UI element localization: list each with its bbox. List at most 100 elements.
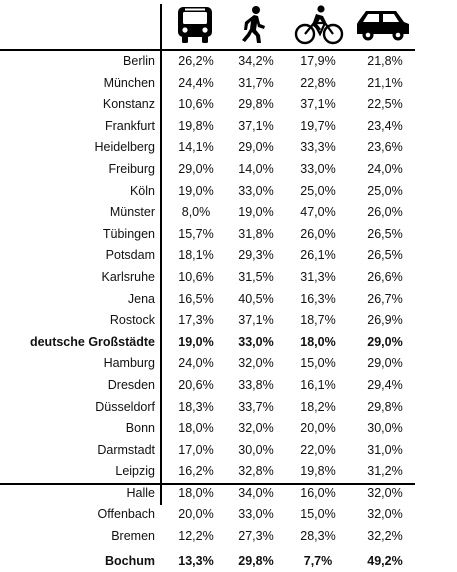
table-row: Tübingen 15,7% 31,8% 26,0% 26,5% <box>0 224 457 246</box>
bike-share: 22,0% <box>300 442 336 457</box>
table-row: Freiburg 29,0% 14,0% 33,0% 24,0% <box>0 159 457 181</box>
cyclist-icon <box>290 0 348 50</box>
table-row: Münster 8,0% 19,0% 47,0% 26,0% <box>0 202 457 224</box>
bus-share: 10,6% <box>178 269 214 284</box>
bus-share: 20,6% <box>178 377 214 392</box>
car-share: 26,0% <box>367 205 403 220</box>
city-name: Berlin <box>123 54 155 68</box>
city-name: Bremen <box>111 529 155 544</box>
walk-share: 33,0% <box>238 334 274 349</box>
bus-share: 18,1% <box>178 248 214 263</box>
walk-share: 40,5% <box>238 291 274 306</box>
walk-share: 33,0% <box>238 183 274 198</box>
city-name: Dresden <box>107 377 155 392</box>
bike-share: 47,0% <box>300 205 336 220</box>
table-row: Bonn 18,0% 32,0% 20,0% 30,0% <box>0 418 457 440</box>
walk-share: 19,0% <box>238 205 274 220</box>
car-share: 31,0% <box>367 442 403 457</box>
city-name: Bochum <box>105 553 155 568</box>
bus-share: 14,1% <box>178 140 214 155</box>
walk-share: 30,0% <box>238 442 274 457</box>
table-row: Konstanz 10,6% 29,8% 37,1% 22,5% <box>0 94 457 116</box>
car-share: 32,0% <box>367 507 403 522</box>
bus-share: 20,0% <box>178 507 214 522</box>
table-row: Bochum 13,3% 29,8% 7,7% 49,2% <box>0 551 457 572</box>
bike-share: 22,8% <box>300 75 336 90</box>
car-share: 23,4% <box>367 118 403 133</box>
walk-share: 32,8% <box>238 464 274 479</box>
car-share: 23,6% <box>367 140 403 155</box>
bus-share: 26,2% <box>178 54 214 68</box>
car-share: 26,5% <box>367 226 403 241</box>
table-row: Halle 18,0% 34,0% 16,0% 32,0% <box>0 483 457 505</box>
car-share: 22,5% <box>367 97 403 112</box>
table-row: Düsseldorf 18,3% 33,7% 18,2% 29,8% <box>0 397 457 419</box>
walk-share: 37,1% <box>238 313 274 328</box>
bus-share: 19,8% <box>178 118 214 133</box>
city-name: Karlsruhe <box>101 269 156 284</box>
walk-share: 32,0% <box>238 421 274 436</box>
city-name: Halle <box>126 485 156 500</box>
bike-share: 28,3% <box>300 529 336 544</box>
city-name: Frankfurt <box>104 118 155 133</box>
walk-share: 29,8% <box>238 97 274 112</box>
bus-share: 10,6% <box>178 97 214 112</box>
bus-share: 18,0% <box>178 421 214 436</box>
car-share: 32,0% <box>367 485 403 500</box>
bike-share: 20,0% <box>300 421 336 436</box>
city-name: deutsche Großstädte <box>29 334 155 349</box>
bike-share: 16,3% <box>300 291 336 306</box>
bike-share: 31,3% <box>300 269 336 284</box>
car-share: 25,0% <box>367 183 403 198</box>
walk-share: 34,0% <box>238 485 274 500</box>
walk-share: 34,2% <box>238 54 274 68</box>
bike-share: 37,1% <box>300 97 336 112</box>
header-divider <box>0 49 415 51</box>
table-row: Karlsruhe 10,6% 31,5% 31,3% 26,6% <box>0 267 457 289</box>
city-name: Düsseldorf <box>95 399 155 414</box>
bus-share: 24,4% <box>178 75 214 90</box>
car-share: 29,0% <box>367 356 403 371</box>
table-row: Bremen 12,2% 27,3% 28,3% 32,2% <box>0 526 457 548</box>
bike-share: 18,2% <box>300 399 336 414</box>
bike-share: 18,7% <box>300 313 336 328</box>
city-name: Münster <box>109 205 155 220</box>
car-share: 24,0% <box>367 161 403 176</box>
car-share: 29,0% <box>367 334 403 349</box>
bus-share: 13,3% <box>178 553 214 568</box>
table-row: Köln 19,0% 33,0% 25,0% 25,0% <box>0 181 457 203</box>
car-share: 26,7% <box>367 291 403 306</box>
bike-share: 7,7% <box>303 553 333 568</box>
table-row: Jena 16,5% 40,5% 16,3% 26,7% <box>0 289 457 311</box>
walk-share: 37,1% <box>238 118 274 133</box>
city-name: Hamburg <box>103 356 155 371</box>
table-row: Berlin 26,2% 34,2% 17,9% 21,8% <box>0 51 457 73</box>
bus-share: 16,5% <box>178 291 214 306</box>
city-name: Leipzig <box>115 464 155 479</box>
bike-share: 15,0% <box>300 507 336 522</box>
bike-share: 26,1% <box>300 248 336 263</box>
footer-divider <box>0 483 415 485</box>
walk-share: 33,7% <box>238 399 274 414</box>
table-row: Dresden 20,6% 33,8% 16,1% 29,4% <box>0 375 457 397</box>
table-row: Potsdam 18,1% 29,3% 26,1% 26,5% <box>0 245 457 267</box>
table-header <box>0 0 457 50</box>
bus-share: 19,0% <box>178 183 214 198</box>
bus-share: 29,0% <box>178 161 214 176</box>
bike-share: 33,0% <box>300 161 336 176</box>
table-row: Rostock 17,3% 37,1% 18,7% 26,9% <box>0 310 457 332</box>
table-row: München 24,4% 31,7% 22,8% 21,1% <box>0 73 457 95</box>
city-name: Offenbach <box>97 507 155 522</box>
walk-share: 31,5% <box>238 269 274 284</box>
table-row: Leipzig 16,2% 32,8% 19,8% 31,2% <box>0 461 457 483</box>
bike-share: 18,0% <box>300 334 336 349</box>
car-share: 21,8% <box>367 54 403 68</box>
car-share: 32,2% <box>367 529 403 544</box>
car-share: 49,2% <box>367 553 403 568</box>
bus-share: 19,0% <box>178 334 214 349</box>
car-share: 31,2% <box>367 464 403 479</box>
city-name: Heidelberg <box>94 140 155 155</box>
bus-share: 18,0% <box>178 485 214 500</box>
city-name: Tübingen <box>102 226 155 241</box>
